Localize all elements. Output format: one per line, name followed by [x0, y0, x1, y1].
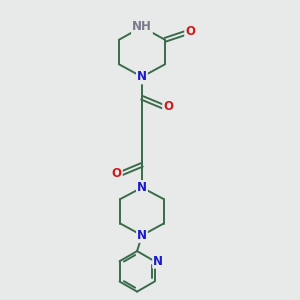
Text: N: N — [137, 229, 147, 242]
Text: O: O — [112, 167, 122, 180]
Text: N: N — [137, 181, 147, 194]
Text: NH: NH — [132, 20, 152, 33]
Text: O: O — [163, 100, 173, 113]
Text: N: N — [153, 255, 163, 268]
Text: O: O — [185, 25, 195, 38]
Text: N: N — [137, 70, 147, 83]
